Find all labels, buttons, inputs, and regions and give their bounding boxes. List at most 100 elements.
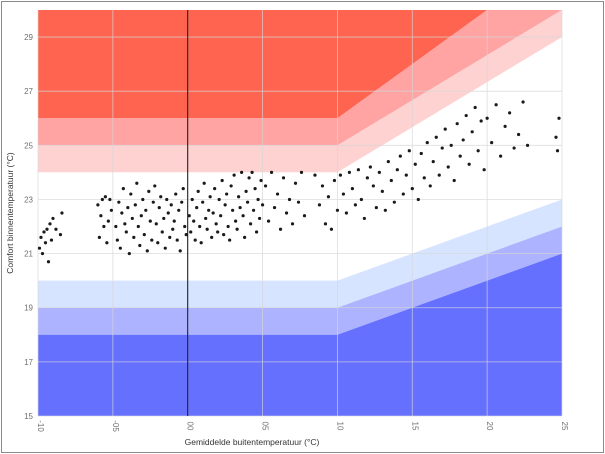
data-point [136,224,140,229]
data-point [338,173,343,177]
x-axis-ticks: -10 -05 00 05 10 15 20 25 [36,420,569,432]
y-tick-label: 21 [24,250,33,259]
data-point [150,238,154,242]
data-point [39,235,43,239]
data-point [392,200,396,204]
data-point [151,200,155,204]
data-point [278,227,283,231]
x-tick-label: -10 [36,420,45,432]
data-point [120,211,124,215]
data-point [482,168,486,172]
data-point [302,214,307,218]
data-point [154,222,158,226]
data-point [184,233,188,237]
y-axis-ticks: 15 17 19 21 23 25 27 29 [24,33,33,421]
data-point [335,208,340,212]
data-point [490,141,494,145]
data-point [374,205,378,210]
comfort-band-cold-1 [38,199,562,308]
data-point [247,176,251,180]
data-point [250,170,254,174]
data-point [141,197,145,202]
data-point [368,165,372,169]
data-point [168,235,172,239]
data-point [256,197,260,202]
data-point [243,235,247,239]
x-tick-label: 05 [261,422,270,431]
data-point [269,170,274,174]
data-point [237,195,241,199]
data-point [254,230,259,234]
data-point [449,143,453,147]
data-point [202,181,206,185]
data-point [443,127,447,131]
data-point [174,192,178,196]
data-point [398,154,402,158]
data-point [257,216,262,221]
data-point [115,238,119,242]
y-tick-label: 15 [24,412,33,421]
data-point [362,216,366,221]
data-point [121,187,125,191]
data-point [365,176,369,180]
data-point [410,187,414,191]
data-point [479,119,483,123]
data-point [284,211,289,215]
data-point [124,230,128,234]
data-point [404,173,408,177]
data-point [380,189,384,193]
data-point [181,187,185,191]
data-point [130,216,134,221]
data-point [172,219,176,223]
data-point [58,233,63,237]
data-point [171,227,175,231]
data-point [169,203,173,207]
data-point [192,219,196,223]
x-tick-label: 25 [560,422,569,431]
data-point [199,241,203,245]
comfort-bands [38,10,562,416]
data-point [275,192,280,196]
data-point [187,214,191,218]
data-point [234,219,238,223]
data-point [317,203,322,207]
grid-lines [37,10,563,417]
data-point [350,187,354,191]
data-point [163,246,167,250]
data-point [238,205,242,210]
data-point [386,159,390,164]
data-point [183,224,187,229]
data-point [467,162,471,166]
data-point [216,230,220,234]
data-point [428,184,432,188]
data-point [198,224,202,229]
data-point [232,173,236,177]
data-point [431,159,435,164]
data-point [440,146,444,150]
data-point [329,227,334,231]
data-point [401,192,405,196]
data-point [437,173,441,177]
data-point [455,122,459,126]
data-point [246,200,250,204]
data-point [446,165,450,169]
data-point [413,162,417,166]
data-point [219,214,223,218]
comfort-band-neutral [38,37,562,281]
data-point [105,241,109,245]
data-point [425,141,429,145]
data-point [142,233,146,237]
data-point [356,168,360,172]
data-point [229,184,233,188]
data-point [383,208,387,212]
data-point [45,227,49,231]
x-tick-label: 00 [186,422,195,431]
data-point [225,192,229,196]
data-point [323,222,328,226]
data-point [293,181,298,185]
data-point [287,197,292,202]
x-tick-label: 15 [410,422,419,431]
data-point [208,195,212,199]
data-point [207,208,211,212]
data-point [157,205,161,210]
